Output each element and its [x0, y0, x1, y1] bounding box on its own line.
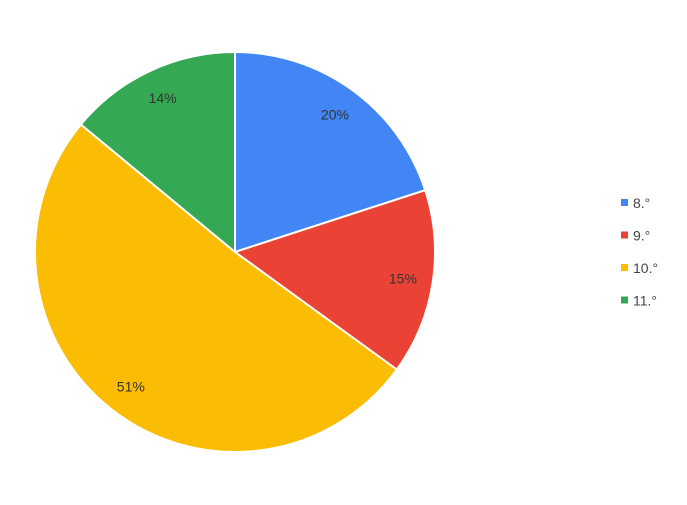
pie-slice-1[interactable] [234, 50, 427, 254]
legend-label[interactable]: 9.° [633, 228, 650, 244]
data-label: 51% [117, 378, 145, 394]
legend-marker [621, 264, 628, 271]
legend-label[interactable]: 8.° [633, 195, 650, 211]
data-label: 15% [389, 271, 417, 287]
data-label: 20% [321, 106, 349, 122]
legend-marker [621, 231, 628, 239]
pie-slice-3[interactable] [34, 123, 399, 453]
legend-marker [621, 296, 628, 304]
data-label: 14% [149, 90, 177, 106]
legend-label[interactable]: 10.° [633, 260, 658, 276]
pie-slice-4[interactable] [79, 50, 236, 255]
legend-label[interactable]: 11.° [633, 293, 657, 309]
pie-slice-2[interactable] [232, 188, 436, 371]
legend-marker [621, 199, 628, 206]
